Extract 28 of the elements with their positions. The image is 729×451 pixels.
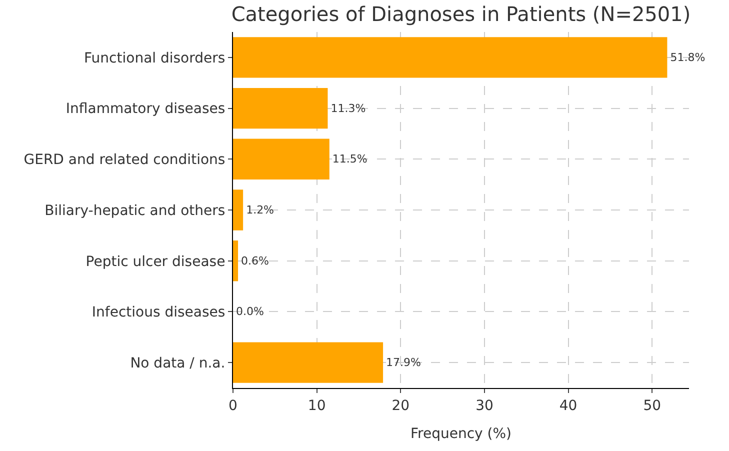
y-tick-label: No data / n.a. [130, 355, 226, 372]
data-label: 1.2% [246, 204, 274, 216]
data-label: 0.0% [236, 305, 264, 318]
y-tick-label: Functional disorders [84, 50, 226, 66]
y-tick-label: Infectious diseases [92, 304, 226, 321]
x-tick-label: 20 [392, 398, 410, 414]
data-label: 0.6% [241, 254, 269, 268]
x-tick-label: 50 [643, 398, 662, 414]
y-tick-label: GERD and related conditions [24, 152, 226, 168]
y-tick-label: Peptic ulcer disease [86, 254, 226, 270]
bar [233, 240, 238, 282]
y-tick-label: Inflammatory diseases [66, 101, 226, 118]
x-tick-label: 40 [559, 398, 578, 414]
y-tick-label: Biliary-hepatic and others [44, 202, 226, 219]
x-tick-label: 10 [308, 398, 326, 414]
x-tick-label: 0 [228, 398, 238, 414]
x-tick-label: 30 [476, 398, 494, 414]
data-label: 17.9% [386, 356, 421, 370]
data-label: 11.3% [330, 102, 366, 115]
x-axis-title: Frequency (%) [410, 426, 512, 442]
chart-title: Categories of Diagnoses in Patients (N=2501) [231, 2, 691, 26]
data-label: 11.5% [332, 152, 368, 166]
bar [233, 342, 384, 383]
bar [233, 190, 244, 230]
bar [233, 138, 330, 180]
bar [233, 37, 668, 78]
bar [233, 88, 328, 129]
data-label: 51.8% [670, 50, 706, 64]
